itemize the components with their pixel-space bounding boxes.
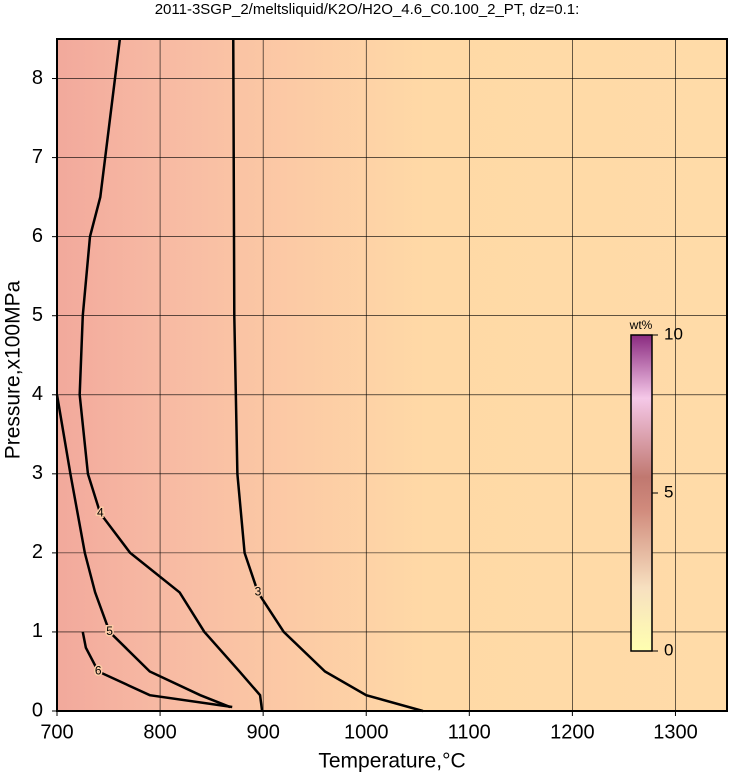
x-tick-label: 700 (40, 721, 73, 743)
contour-line (232, 38, 424, 713)
chart-title: 2011-3SGP_2/meltsliquid/K2O/H2O_4.6_C0.1… (155, 1, 580, 18)
contour-line (55, 394, 231, 709)
y-tick-label: 2 (32, 541, 43, 563)
contour-label: 3 (255, 585, 262, 599)
y-axis-label: Pressure,x100MPa (2, 280, 25, 459)
contour-line (81, 631, 233, 709)
y-tick-label: 0 (32, 699, 43, 721)
x-axis-label: Temperature,°C (318, 750, 465, 773)
colorbar-label: wt% (629, 318, 653, 332)
plot-frame (56, 38, 728, 712)
y-tick-label: 1 (32, 620, 43, 642)
x-tick-label: 1300 (653, 721, 698, 743)
y-tick-label: 4 (32, 383, 43, 405)
contour-label: 4 (97, 506, 104, 520)
x-tick-label: 1100 (448, 721, 491, 743)
contour-line (78, 38, 264, 712)
x-tick-label: 1000 (344, 721, 389, 743)
y-tick-label: 5 (32, 304, 43, 326)
colorbar-tick-label: 10 (664, 324, 683, 343)
plot-background (57, 39, 727, 711)
x-tick-label: 800 (143, 721, 176, 743)
colorbar-tick-label: 5 (664, 482, 673, 501)
contour-label: 6 (95, 664, 102, 678)
x-tick-label: 900 (246, 721, 279, 743)
y-tick-label: 7 (32, 146, 43, 168)
y-tick-label: 3 (32, 462, 43, 484)
colorbar-tick-label: 0 (664, 640, 673, 659)
y-tick-label: 8 (32, 67, 43, 89)
y-tick-label: 6 (32, 225, 43, 247)
colorbar (630, 334, 653, 652)
x-tick-label: 1200 (550, 721, 595, 743)
contour-label: 5 (106, 624, 113, 638)
